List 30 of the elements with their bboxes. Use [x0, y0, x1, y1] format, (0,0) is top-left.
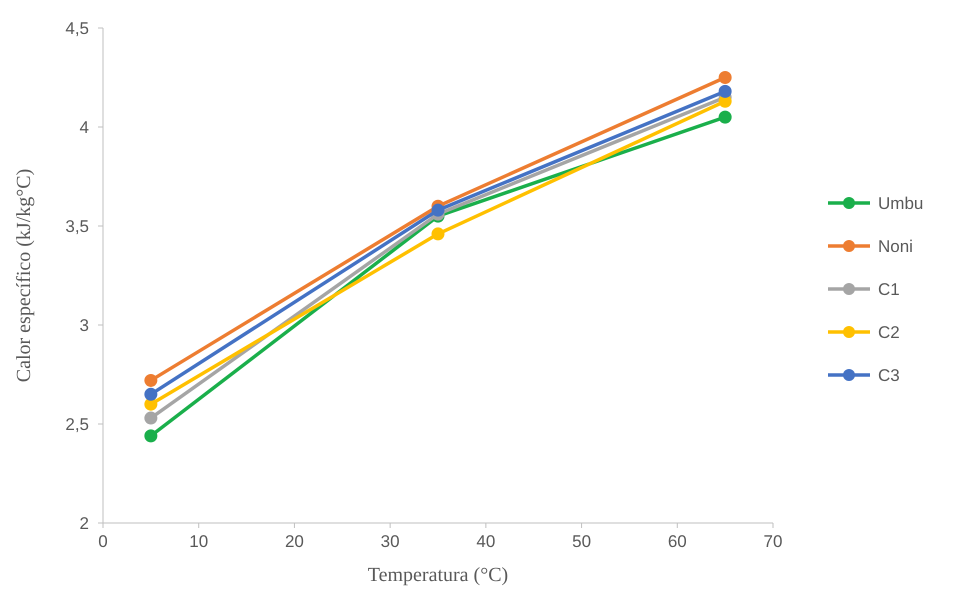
- point: [144, 388, 158, 401]
- x-tick-label: 30: [380, 532, 400, 551]
- point: [144, 412, 158, 425]
- point: [432, 227, 444, 240]
- y-tick-label: 2: [80, 514, 89, 533]
- point: [718, 84, 732, 98]
- point: [144, 429, 158, 442]
- x-tick-label: 60: [668, 532, 687, 551]
- x-tick-label: 50: [572, 532, 592, 551]
- legend-label: C2: [878, 323, 900, 342]
- x-axis-title: Temperatura (°C): [368, 564, 508, 586]
- y-tick-label: 4: [80, 118, 89, 137]
- point: [718, 71, 732, 84]
- point: [718, 110, 732, 124]
- legend-label: Noni: [878, 237, 913, 256]
- legend-label: Umbu: [878, 194, 924, 213]
- x-tick-label: 10: [189, 532, 208, 551]
- legend-label: C1: [878, 280, 900, 299]
- x-tick-label: 40: [476, 532, 496, 551]
- y-axis-title: Calor específico (kJ/kg°C): [13, 168, 35, 382]
- point: [144, 374, 158, 387]
- y-tick-label: 3,5: [65, 217, 89, 236]
- y-tick-label: 4,5: [65, 19, 89, 38]
- x-tick-label: 70: [764, 532, 782, 551]
- point: [432, 204, 444, 217]
- x-tick-label: 20: [284, 532, 304, 551]
- legend-label: C3: [878, 366, 900, 385]
- x-tick-label: 0: [98, 532, 108, 551]
- y-tick-label: 3: [80, 316, 89, 335]
- y-tick-label: 2,5: [65, 415, 89, 434]
